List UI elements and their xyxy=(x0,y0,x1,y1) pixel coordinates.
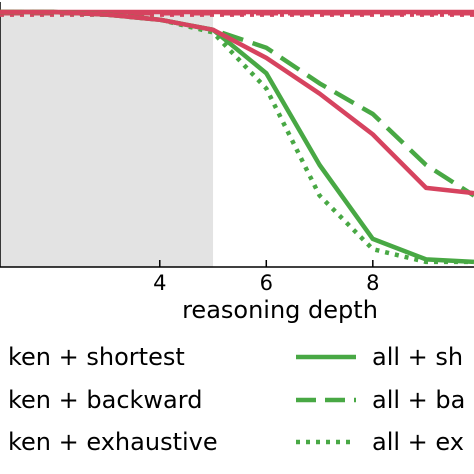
series-line-all-exhaustive xyxy=(0,9,474,265)
x-axis: 4 6 8 reasoning depth xyxy=(153,271,379,324)
x-tick-label: 4 xyxy=(153,271,166,295)
legend-label-all-exhaustive: all + ex xyxy=(372,428,464,456)
legend-label-ken-exhaustive: ken + exhaustive xyxy=(8,428,218,456)
legend: ken + shortest ken + backward ken + exha… xyxy=(8,343,465,456)
x-tick-label: 8 xyxy=(366,271,379,295)
legend-label-ken-shortest: ken + shortest xyxy=(8,343,185,371)
plot-area xyxy=(0,2,474,268)
series-line-all-backward-red xyxy=(0,9,474,196)
x-tick-label: 6 xyxy=(260,271,273,295)
legend-label-all-backward: all + ba xyxy=(372,386,465,414)
legend-label-all-shortest: all + sh xyxy=(372,343,463,371)
x-axis-title: reasoning depth xyxy=(182,296,378,324)
shaded-region xyxy=(0,12,214,267)
legend-label-ken-backward: ken + backward xyxy=(8,386,202,414)
